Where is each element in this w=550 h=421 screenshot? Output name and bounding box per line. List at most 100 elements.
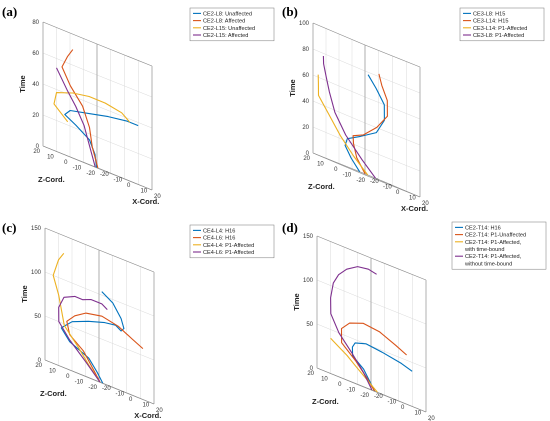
panel-a: 020406080-20-1001020-20-1001020TimeX-Cor… (2, 4, 275, 206)
z-axis-label: Time (288, 79, 297, 96)
legend-entry: without time-bound (464, 261, 512, 267)
y-tick-label: -20 (356, 178, 365, 184)
panel-b: 020406080100-20-1001020-20-1001020TimeX-… (282, 4, 545, 213)
y-tick-label: -20 (360, 393, 369, 399)
x-axis-label: X-Cord. (134, 411, 161, 420)
legend-entry: CE2-L8: Affected (203, 19, 245, 25)
z-tick-label: 40 (32, 82, 39, 88)
axis-grid (316, 235, 427, 413)
y-tick-label: 0 (64, 160, 68, 166)
x-tick-label: 0 (396, 190, 400, 196)
y-tick-label: 10 (49, 369, 56, 375)
x-tick-label: 10 (143, 403, 150, 409)
y-tick-label: -10 (73, 166, 82, 172)
y-tick-label: 20 (35, 363, 42, 369)
y-tick-label: 10 (317, 162, 324, 168)
legend-entry: CE3-L14: H15 (473, 19, 508, 25)
panel-label: (b) (282, 4, 298, 19)
y-axis-label: Z-Cord. (38, 175, 65, 184)
legend-entry: CE4-L4: P1-Affected (203, 243, 254, 249)
z-tick-label: 80 (302, 47, 309, 53)
legend-entry: CE2-L15: Affected (203, 33, 248, 39)
y-axis-label: Z-Cord. (312, 397, 339, 406)
z-tick-label: 0 (38, 358, 42, 364)
y-tick-label: 10 (321, 377, 328, 383)
series-line-3 (52, 252, 101, 383)
panel-d: 0 50 100 150 -20 -10 0 10 20 -20 -10 0 10 20 Time X-Cor… (282, 220, 547, 421)
x-tick-label: 0 (401, 405, 405, 411)
series-line-2 (340, 322, 407, 392)
series-line-2 (66, 312, 144, 383)
x-tick-label: 20 (428, 416, 435, 421)
series-line-4 (58, 295, 108, 383)
x-tick-label: 10 (141, 189, 148, 195)
x-tick-label: -10 (114, 178, 123, 184)
z-tick-label: 0 (306, 151, 310, 157)
z-tick-label: 150 (303, 234, 314, 240)
legend-entry: CE4-L4: H16 (203, 228, 235, 234)
legend-entry: CE3-L14: P1-Affected (473, 26, 527, 32)
series-line-1 (60, 291, 125, 384)
y-tick-label: 10 (47, 155, 54, 161)
series-line-3 (317, 74, 369, 176)
y-tick-label: -10 (75, 380, 84, 386)
z-tick-label: 40 (302, 99, 309, 105)
x-tick-label: 20 (422, 201, 429, 207)
x-tick-label: -10 (388, 400, 397, 406)
y-axis-label: Z-Cord. (308, 182, 335, 191)
x-tick-label: 10 (409, 196, 416, 202)
x-tick-label: -20 (100, 172, 109, 178)
panel-label: (c) (2, 220, 16, 235)
x-tick-label: -10 (116, 392, 125, 398)
series-line-2 (61, 49, 99, 169)
z-tick-label: 50 (306, 322, 313, 328)
z-tick-label: 100 (31, 270, 42, 276)
x-tick-label: -20 (102, 386, 111, 392)
y-tick-label: 20 (307, 371, 314, 377)
x-tick-label: 20 (154, 194, 161, 200)
series-line-3 (53, 92, 131, 123)
y-axis-label: Z-Cord. (40, 389, 67, 398)
x-axis-label: X-Cord. (132, 197, 159, 206)
z-axis-label: Time (292, 293, 301, 310)
axis-grid (312, 22, 421, 198)
x-axis-label: X-Cord. (401, 204, 428, 213)
z-tick-label: 20 (302, 125, 309, 131)
legend-entry: with time-bound (464, 247, 505, 253)
x-tick-label: -20 (374, 394, 383, 400)
y-tick-label: -10 (347, 388, 356, 394)
legend-entry: CE2-T14: P1-Affected, (465, 254, 522, 260)
z-axis-label: Time (18, 75, 27, 92)
series-line-2 (352, 73, 388, 175)
x-tick-label: 20 (156, 408, 163, 414)
legend-entry: CE2-T14: P1-Unaffected (465, 233, 526, 239)
z-tick-label: 80 (32, 20, 39, 26)
y-tick-label: 0 (338, 382, 342, 388)
z-tick-label: 100 (299, 21, 310, 27)
series-line-4 (322, 55, 377, 179)
series-line-4 (330, 266, 377, 391)
legend-entry: CE3-L8: P1-Affected (473, 33, 524, 39)
series-line-4 (56, 67, 96, 168)
legend-entry: CE4-L6: H16 (203, 236, 235, 242)
y-tick-label: 20 (303, 156, 310, 162)
z-tick-label: 50 (34, 314, 41, 320)
x-tick-label: -20 (370, 179, 379, 185)
y-tick-label: -20 (86, 171, 95, 177)
y-tick-label: -10 (343, 173, 352, 179)
x-tick-label: 0 (127, 183, 131, 189)
legend-entry: CE2-T14: P1-Affected, (465, 240, 522, 246)
y-tick-label: 0 (66, 374, 70, 380)
y-tick-label: -20 (88, 385, 97, 391)
panel-c: 0 50 100 150 -20 -10 0 10 20 -20 -10 0 10 20 Time X-Cor… (2, 220, 275, 420)
legend-entry: CE4-L6: P1-Affected (203, 250, 254, 256)
z-tick-label: 0 (36, 144, 40, 150)
x-axis-label: X-Cord. (406, 419, 433, 421)
legend-entry: CE2-T14: H16 (465, 225, 501, 231)
legend-entry: CE2-L15: Unaffected (203, 26, 255, 32)
legend-entry: CE3-L8: H15 (473, 11, 505, 17)
